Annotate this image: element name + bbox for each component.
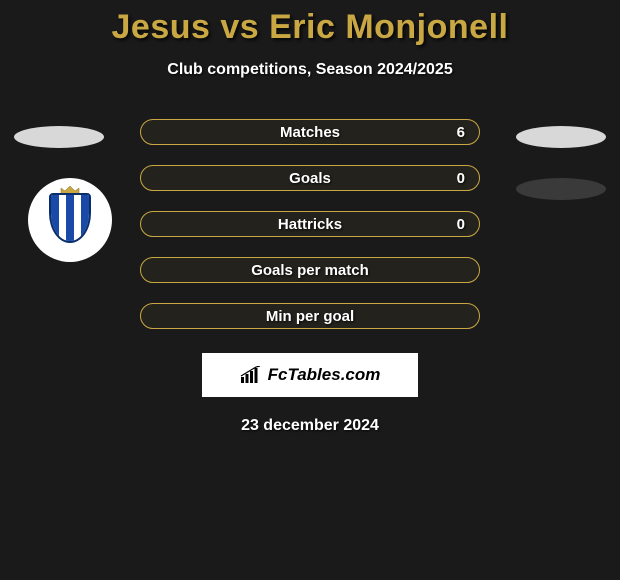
chart-icon: [240, 366, 262, 384]
stat-value: 0: [457, 216, 465, 233]
footer-date: 23 december 2024: [0, 417, 620, 435]
stats-section: Matches 6 Goals 0 Hattricks 0 Goals per …: [0, 119, 620, 435]
page-title: Jesus vs Eric Monjonell: [0, 0, 620, 47]
branding-label: FcTables.com: [268, 365, 381, 385]
stat-row-hattricks: Hattricks 0: [140, 211, 480, 237]
stat-rows: Matches 6 Goals 0 Hattricks 0 Goals per …: [0, 119, 620, 329]
stat-label: Goals: [289, 170, 331, 187]
stat-row-goals-per-match: Goals per match: [140, 257, 480, 283]
stat-label: Goals per match: [251, 262, 369, 279]
stat-row-min-per-goal: Min per goal: [140, 303, 480, 329]
stat-value: 6: [457, 124, 465, 141]
stat-value: 0: [457, 170, 465, 187]
stat-label: Min per goal: [266, 308, 354, 325]
stat-label: Hattricks: [278, 216, 342, 233]
stat-row-goals: Goals 0: [140, 165, 480, 191]
stat-row-matches: Matches 6: [140, 119, 480, 145]
page-subtitle: Club competitions, Season 2024/2025: [0, 61, 620, 79]
branding-box: FcTables.com: [202, 353, 418, 397]
stat-label: Matches: [280, 124, 340, 141]
